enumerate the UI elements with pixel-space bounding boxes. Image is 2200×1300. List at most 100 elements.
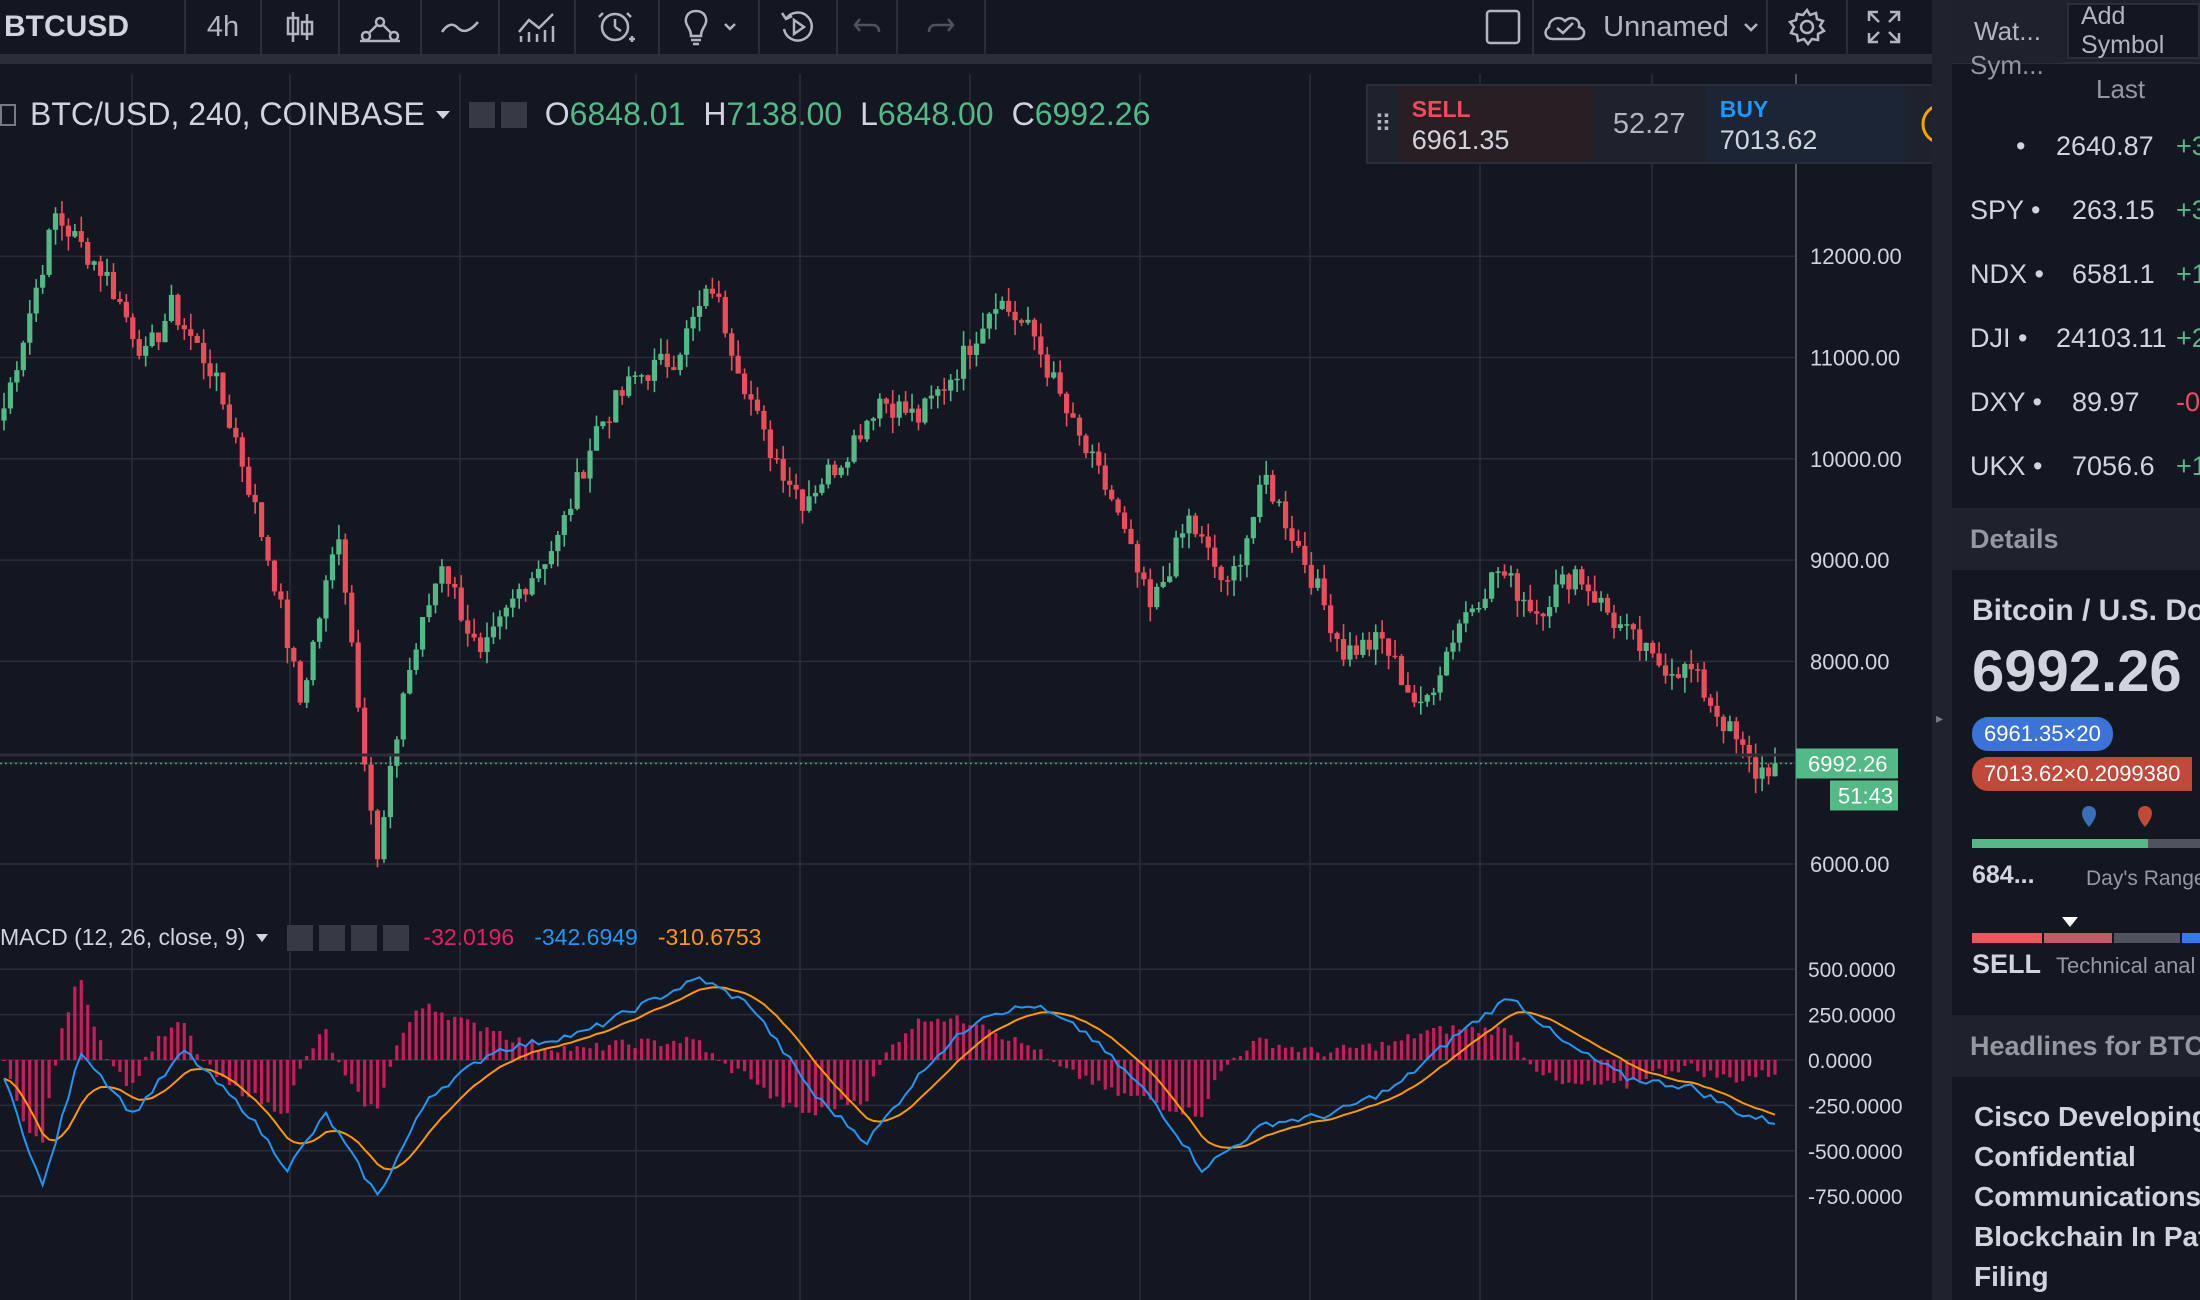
col-last[interactable]: Last [2096, 73, 2146, 104]
templates-button[interactable] [500, 0, 576, 59]
candle [671, 355, 677, 371]
candle [259, 502, 265, 541]
technical-bar [1972, 917, 2200, 943]
watchlist-row[interactable]: DXY • 89.97 -0. [1952, 370, 2200, 434]
technical-analysis-link[interactable]: Technical anal [2056, 953, 2196, 978]
macd-histogram-bar [118, 1060, 122, 1072]
ask-badge: 7013.62×0.2099380 [1972, 757, 2193, 791]
macd-histogram-bar [1715, 1060, 1719, 1078]
macd-histogram-bar [949, 1018, 953, 1060]
ideas-button[interactable] [660, 0, 760, 59]
replay-button[interactable] [760, 0, 838, 59]
close-icon[interactable] [383, 924, 410, 951]
add-symbol-button[interactable]: Add Symbol [2066, 2, 2200, 59]
candle [1134, 540, 1141, 588]
details-header[interactable]: Details [1952, 508, 2200, 570]
alert-button[interactable] [576, 0, 660, 59]
layout-button[interactable] [1474, 0, 1534, 59]
trading-widget: ⠿ SELL 6961.35 52.27 BUY 7013.62 [1366, 84, 1982, 164]
candle [1295, 529, 1302, 549]
macd-histogram-bar [1612, 1060, 1616, 1084]
candle [806, 480, 812, 513]
settings-button[interactable] [1768, 0, 1848, 59]
symbol-search-button[interactable]: BTCUSD [0, 0, 186, 59]
macd-histogram-bar [1425, 1030, 1429, 1060]
interval-button[interactable]: 4h [186, 0, 262, 59]
collapse-icon[interactable] [0, 103, 16, 126]
candle [555, 531, 561, 567]
candle [65, 218, 71, 251]
chart-type-button[interactable] [262, 0, 340, 59]
candle [1508, 565, 1514, 588]
candle [1547, 596, 1553, 629]
candle [368, 757, 374, 825]
candle [722, 290, 728, 338]
macd-histogram-bar [1696, 1060, 1700, 1072]
undo-button[interactable] [838, 0, 898, 59]
lightbulb-icon [684, 9, 708, 46]
gear-icon[interactable] [500, 101, 527, 128]
panel-resizer[interactable]: ▸ [1932, 0, 1952, 1300]
macd-histogram-bar [1232, 1057, 1236, 1060]
macd-histogram-bar [1084, 1060, 1088, 1076]
watchlist-row[interactable]: SPY • 263.15 +3 [1952, 178, 2200, 242]
candle [748, 380, 754, 416]
headlines-header[interactable]: Headlines for BTCU [1952, 1015, 2200, 1077]
plus-icon[interactable] [351, 924, 378, 951]
drag-handle[interactable]: ⠿ [1374, 110, 1392, 138]
candle [716, 280, 722, 303]
buy-button[interactable]: BUY 7013.62 [1705, 86, 1905, 162]
candle [1431, 687, 1437, 706]
col-symbol[interactable]: Sym... [1970, 50, 2044, 80]
watchlist-row[interactable]: NDX • 6581.1 +1 [1952, 242, 2200, 306]
compare-button[interactable] [340, 0, 422, 59]
day-low-value: 684... [1972, 861, 2035, 889]
headline-item[interactable]: Cisco Developing Confidential Communicatio… [1952, 1077, 2200, 1297]
price-axis[interactable]: 12000.00 11000.00 10000.00 9000.00 8000.00 60… [1796, 244, 1902, 877]
gear-icon[interactable] [319, 924, 346, 951]
watchlist-row[interactable]: DJI • 24103.11 +2 [1952, 306, 2200, 370]
redo-button[interactable] [898, 0, 986, 59]
macd-histogram-bar [60, 1028, 64, 1060]
fullscreen-button[interactable] [1848, 0, 1920, 59]
macd-pane [2, 976, 1777, 1197]
save-layout-button[interactable]: Unnamed [1534, 0, 1768, 59]
macd-histogram-bar [813, 1060, 818, 1116]
macd-histogram-bar [1322, 1056, 1326, 1060]
macd-axis[interactable]: 500.0000 250.0000 0.0000 -250.0000 -500.0000… [1808, 959, 1903, 1209]
macd-histogram-bar [1058, 1060, 1062, 1067]
candle [960, 331, 967, 391]
eye-icon[interactable] [287, 924, 314, 951]
watchlist-row[interactable]: UKX • 7056.6 +1 [1952, 434, 2200, 498]
candle [381, 810, 387, 863]
macd-histogram-bar [614, 1040, 618, 1060]
candle [452, 576, 458, 599]
compare-icon [360, 16, 400, 43]
caret-down-icon[interactable] [433, 108, 453, 122]
bid-badge: 6961.35×20 [1972, 717, 2113, 751]
candle [1244, 535, 1250, 578]
macd-histogram-bar [1013, 1036, 1017, 1060]
headline-line: Cisco Developing [1974, 1101, 2200, 1132]
watchlist-tab[interactable]: Wat... [1952, 0, 2063, 63]
chart-area[interactable]: 12000.00 11000.00 10000.00 9000.00 8000.00 60… [0, 74, 1932, 1300]
macd-title[interactable]: MACD (12, 26, close, 9) [0, 924, 246, 950]
candle [226, 394, 232, 429]
series-title[interactable]: BTC/USD, 240, COINBASE [30, 96, 425, 132]
candle [1276, 499, 1282, 507]
macd-histogram-bar [736, 1060, 740, 1069]
candle [246, 456, 252, 498]
chart-canvas[interactable]: 12000.00 11000.00 10000.00 9000.00 8000.00 60… [0, 74, 1932, 1300]
macd-histogram-bar [704, 1052, 708, 1060]
candle [278, 583, 284, 609]
sell-button[interactable]: SELL 6961.35 [1397, 86, 1593, 162]
collapse-arrow-icon[interactable]: ▸ [1936, 710, 1944, 726]
macd-histogram-bar [1522, 1057, 1526, 1060]
candle [1192, 512, 1198, 538]
watchlist-last: 24103.11 [2056, 322, 2167, 353]
candle [1469, 604, 1475, 617]
indicators-button[interactable] [422, 0, 500, 59]
eye-icon[interactable] [468, 101, 495, 128]
caret-down-icon[interactable] [253, 932, 271, 944]
watchlist-row[interactable]: • 2640.87 +3 [1952, 114, 2200, 178]
